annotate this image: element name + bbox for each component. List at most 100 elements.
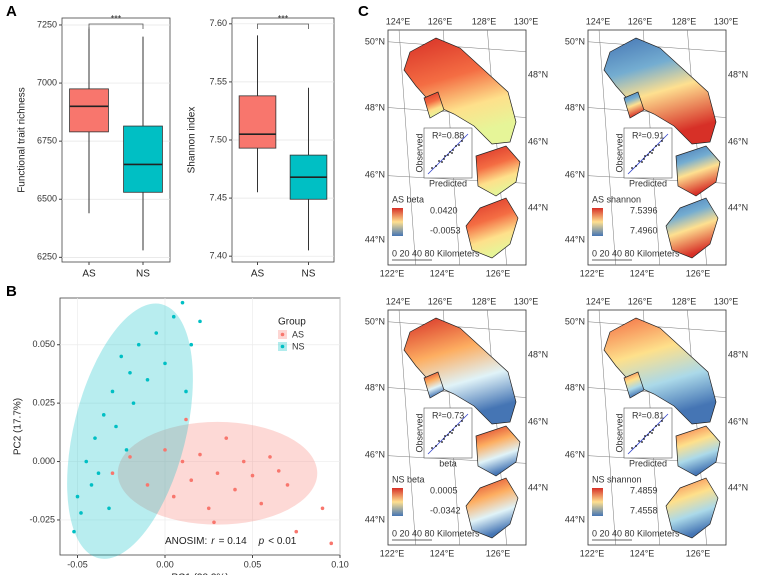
legend-min: 7.4558 [630, 505, 658, 515]
inset-dot [652, 429, 654, 431]
inset-dot [449, 151, 451, 153]
inset-dot [638, 160, 640, 162]
lon-label: 126°E [486, 268, 511, 278]
lat-label: 44°N [528, 482, 548, 492]
inset-dot [455, 145, 457, 147]
y-tick-label: 7250 [37, 19, 57, 29]
lat-label: 48°N [365, 382, 385, 392]
inset-r2: R²=0.88 [432, 130, 464, 140]
point [189, 342, 194, 347]
point [163, 448, 167, 452]
point [93, 436, 97, 440]
lat-label: 46°N [728, 416, 748, 426]
point [75, 494, 80, 499]
inset-dot [635, 165, 637, 167]
point [163, 361, 167, 366]
lon-label: 128°E [672, 296, 697, 306]
legend-label: NS [292, 341, 305, 351]
lon-label: 124°E [430, 548, 455, 558]
annotation-part: p [258, 536, 265, 547]
lon-label: 124°E [630, 548, 655, 558]
point [114, 424, 118, 429]
inset-dot [461, 420, 463, 422]
point [72, 529, 76, 534]
inset-dot [441, 161, 443, 163]
x-tick-label: 0.05 [244, 559, 262, 569]
lon-label: 124°E [386, 296, 411, 306]
lon-label: 124°E [586, 296, 611, 306]
legend-dot [280, 332, 285, 337]
x-tick-label: NS [302, 269, 316, 280]
inset-dot [649, 431, 651, 433]
inset-dot [431, 447, 433, 449]
point [180, 300, 185, 305]
point [212, 520, 216, 525]
point [250, 473, 255, 478]
inset-dot [451, 432, 453, 434]
point [184, 417, 188, 422]
point [119, 354, 124, 359]
colorbar [592, 208, 603, 236]
lon-label: 130°E [714, 296, 739, 306]
y-axis-title: Functional trait richness [17, 87, 28, 193]
legend-min: -0.0342 [430, 505, 461, 515]
point [171, 494, 176, 499]
lat-label: 50°N [365, 316, 385, 326]
y-tick-label: 7.60 [209, 18, 227, 28]
inset-dot [644, 155, 646, 157]
point [101, 413, 106, 417]
region [403, 317, 517, 425]
graticule [398, 29, 416, 266]
scale-label: 0 20 40 80 Kilometers [392, 528, 480, 538]
lat-label: 44°N [565, 514, 585, 524]
legend-max: 0.0005 [430, 485, 458, 495]
confidence-ellipse [67, 303, 193, 559]
inset-dot [641, 441, 643, 443]
legend-min: -0.0053 [430, 225, 461, 235]
region [675, 425, 721, 477]
point [145, 377, 150, 382]
region [603, 317, 717, 425]
inset-r2: R²=0.73 [432, 410, 464, 420]
point [110, 389, 115, 394]
region [465, 197, 519, 259]
inset-dot [451, 152, 453, 154]
lon-label: 122°E [380, 268, 405, 278]
lon-label: 126°E [628, 16, 653, 26]
lat-label: 46°N [365, 449, 385, 459]
region [603, 37, 717, 145]
inset-dot [461, 140, 463, 142]
lon-label: 124°E [630, 268, 655, 278]
legend-title: Group [278, 317, 306, 328]
point [89, 483, 94, 487]
region [665, 477, 719, 539]
scale-label: 0 20 40 80 Kilometers [392, 248, 480, 258]
lon-label: 130°E [514, 296, 539, 306]
legend-max: 7.5396 [630, 205, 658, 215]
inset-dot [652, 149, 654, 151]
lon-label: 124°E [430, 268, 455, 278]
inset-x-label: Predicted [629, 178, 667, 188]
point [276, 469, 281, 473]
region [623, 91, 645, 119]
region [475, 145, 521, 197]
inset-y-label: Observed [614, 413, 624, 452]
inset-dot [443, 438, 445, 440]
lon-label: 128°E [672, 16, 697, 26]
point [233, 487, 237, 492]
point [84, 459, 89, 464]
inset-dot [458, 424, 460, 426]
lat-label: 46°N [565, 449, 585, 459]
inset-dot [438, 160, 440, 162]
inset-x-label: beta [439, 458, 457, 468]
inset-dot [658, 424, 660, 426]
lat-label: 44°N [365, 514, 385, 524]
box [123, 125, 163, 193]
inset-dot [444, 155, 446, 157]
inset-dot [452, 429, 454, 431]
graticule [598, 29, 616, 266]
annotation-part: < 0.01 [268, 536, 297, 547]
lat-label: 44°N [528, 202, 548, 212]
panel-label: C [358, 3, 369, 20]
y-tick-label: 7000 [37, 77, 57, 87]
